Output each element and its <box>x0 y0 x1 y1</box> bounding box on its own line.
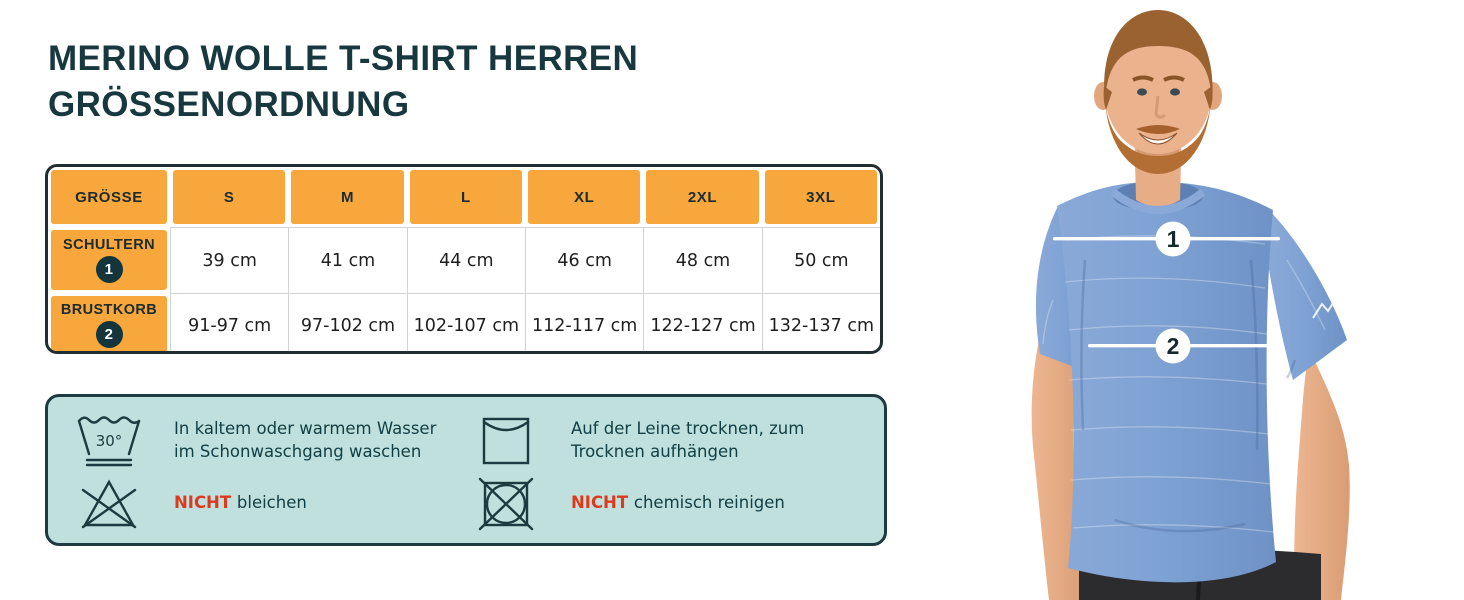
care-highlight: NICHT <box>571 493 629 513</box>
table-cell: 48 cm <box>643 227 762 293</box>
care-item-line-dry: Auf der Leine trocknen, zum Trocknen auf… <box>469 411 856 470</box>
shirt-folds <box>1080 259 1297 533</box>
care-item-no-bleach: NICHT bleichen <box>72 476 459 531</box>
care-item-text: NICHT bleichen <box>174 492 307 515</box>
model-photo: 1 2 <box>1031 10 1350 600</box>
no-bleach-icon <box>72 477 146 531</box>
page-title-line2: GRÖSSENORDNUNG <box>48 84 410 124</box>
care-item-text: NICHT chemisch reinigen <box>571 492 785 515</box>
marker-2-number: 2 <box>1167 333 1180 359</box>
marker-1-number: 1 <box>1167 226 1180 252</box>
measurement-marker-chest: 2 <box>1088 328 1278 364</box>
table-cell: 122-127 cm <box>643 293 762 351</box>
size-table: GRÖSSE S M L XL 2XL 3XL SCHULTERN 1 39 c… <box>45 164 883 354</box>
care-text-body: chemisch reinigen <box>633 493 785 513</box>
table-cell: 50 cm <box>761 227 880 293</box>
table-cell: 46 cm <box>525 227 644 293</box>
row-label-schultern-text: SCHULTERN <box>63 237 155 253</box>
size-table-header-groesse: GRÖSSE <box>51 170 167 224</box>
size-table-header-xl: XL <box>528 170 641 224</box>
line-dry-icon <box>469 414 543 468</box>
care-item-wash: 30° In kaltem oder warmem Wasser im Scho… <box>72 411 459 470</box>
size-table-header-2xl: 2XL <box>646 170 759 224</box>
marker-badge-1: 1 <box>95 256 123 283</box>
care-text-body: bleichen <box>236 493 307 513</box>
care-item-text: Auf der Leine trocknen, zum Trocknen auf… <box>571 418 856 464</box>
size-table-header-s: S <box>173 170 286 224</box>
page-title: MERINO WOLLE T-SHIRT HERREN GRÖSSENORDNU… <box>48 36 748 127</box>
care-text-body: Auf der Leine trocknen, zum Trocknen auf… <box>571 418 805 461</box>
model-tshirt <box>1035 181 1347 583</box>
size-table-header-3xl: 3XL <box>764 170 877 224</box>
care-instructions-box: 30° In kaltem oder warmem Wasser im Scho… <box>45 394 887 546</box>
row-label-schultern: SCHULTERN 1 <box>51 230 167 290</box>
table-cell: 132-137 cm <box>761 293 880 351</box>
care-highlight: NICHT <box>174 493 232 513</box>
measurement-marker-shoulders: 1 <box>1053 221 1280 257</box>
model-head <box>1094 10 1222 214</box>
sleeve-mountain-logo-icon <box>1312 298 1346 319</box>
table-cell: 97-102 cm <box>288 293 407 351</box>
wash-30-icon: 30° <box>72 412 146 470</box>
size-table-header-m: M <box>291 170 404 224</box>
no-dryclean-icon <box>469 477 543 531</box>
table-cell: 39 cm <box>170 227 289 293</box>
care-item-no-dryclean: NICHT chemisch reinigen <box>469 476 856 531</box>
marker-badge-2: 2 <box>95 321 123 348</box>
table-cell: 91-97 cm <box>170 293 289 351</box>
table-cell: 102-107 cm <box>406 293 525 351</box>
care-item-text: In kaltem oder warmem Wasser im Schonwas… <box>174 418 459 464</box>
wash-temperature-label: 30° <box>96 432 123 450</box>
size-table-header-l: L <box>409 170 522 224</box>
row-label-brustkorb-text: BRUSTKORB <box>60 302 158 318</box>
page-title-line1: MERINO WOLLE T-SHIRT HERREN <box>48 39 639 78</box>
table-cell: 112-117 cm <box>525 293 644 351</box>
care-text-body: In kaltem oder warmem Wasser im Schonwas… <box>174 418 437 461</box>
row-label-brustkorb: BRUSTKORB 2 <box>51 296 167 351</box>
table-cell: 41 cm <box>288 227 407 293</box>
table-cell: 44 cm <box>406 227 525 293</box>
